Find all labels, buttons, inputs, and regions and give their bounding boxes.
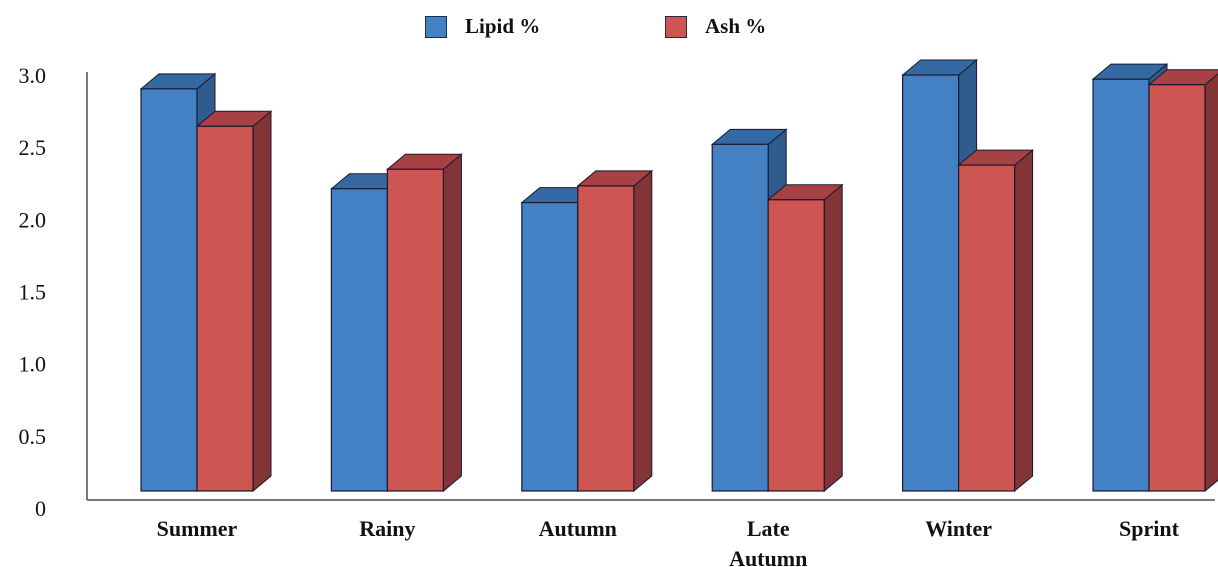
y-tick-label: 0 xyxy=(35,496,46,521)
x-category-label: Summer xyxy=(157,516,238,541)
x-category-label: Late xyxy=(747,516,790,541)
chart-legend: Lipid % Ash % xyxy=(0,14,1218,50)
x-category-label: Autumn xyxy=(539,516,617,541)
bar-ash xyxy=(767,199,825,492)
legend-label-lipid: Lipid % xyxy=(465,14,541,38)
bar-lipid xyxy=(140,88,198,492)
x-category-label: Winter xyxy=(925,516,992,541)
bar-side-ash xyxy=(442,153,462,493)
bar-lipid xyxy=(521,201,579,492)
bar-lipid xyxy=(1092,78,1150,492)
x-category-label: Rainy xyxy=(359,516,415,541)
y-tick-label: 1.0 xyxy=(19,352,47,377)
bar-ash xyxy=(577,185,635,492)
legend-swatch-ash xyxy=(665,15,687,38)
bar-lipid xyxy=(901,74,960,492)
bar-ash xyxy=(196,125,254,492)
bar-ash xyxy=(1148,84,1206,492)
bar-side-ash xyxy=(823,183,843,493)
x-category-label: Autumn xyxy=(729,546,807,567)
bar-ash xyxy=(386,168,444,492)
legend-label-ash: Ash % xyxy=(705,14,767,38)
y-tick-label: 0.5 xyxy=(19,424,47,449)
bar-side-ash xyxy=(1204,73,1218,493)
x-category-label: Sprint xyxy=(1119,516,1180,541)
y-tick-label: 2.5 xyxy=(19,135,47,160)
legend-swatch-lipid xyxy=(425,15,447,38)
bar-side-ash xyxy=(633,169,653,493)
bar-lipid xyxy=(330,188,388,492)
bar-side-ash xyxy=(1014,149,1034,493)
legend-item-ash: Ash % xyxy=(665,14,766,39)
bar-ash xyxy=(957,164,1016,492)
y-tick-label: 2.0 xyxy=(19,207,47,232)
bar-lipid xyxy=(711,143,769,492)
legend-item-lipid: Lipid % xyxy=(425,14,540,39)
y-tick-label: 3.0 xyxy=(19,63,47,88)
y-tick-label: 1.5 xyxy=(19,280,47,305)
bar-side-ash xyxy=(252,110,272,493)
